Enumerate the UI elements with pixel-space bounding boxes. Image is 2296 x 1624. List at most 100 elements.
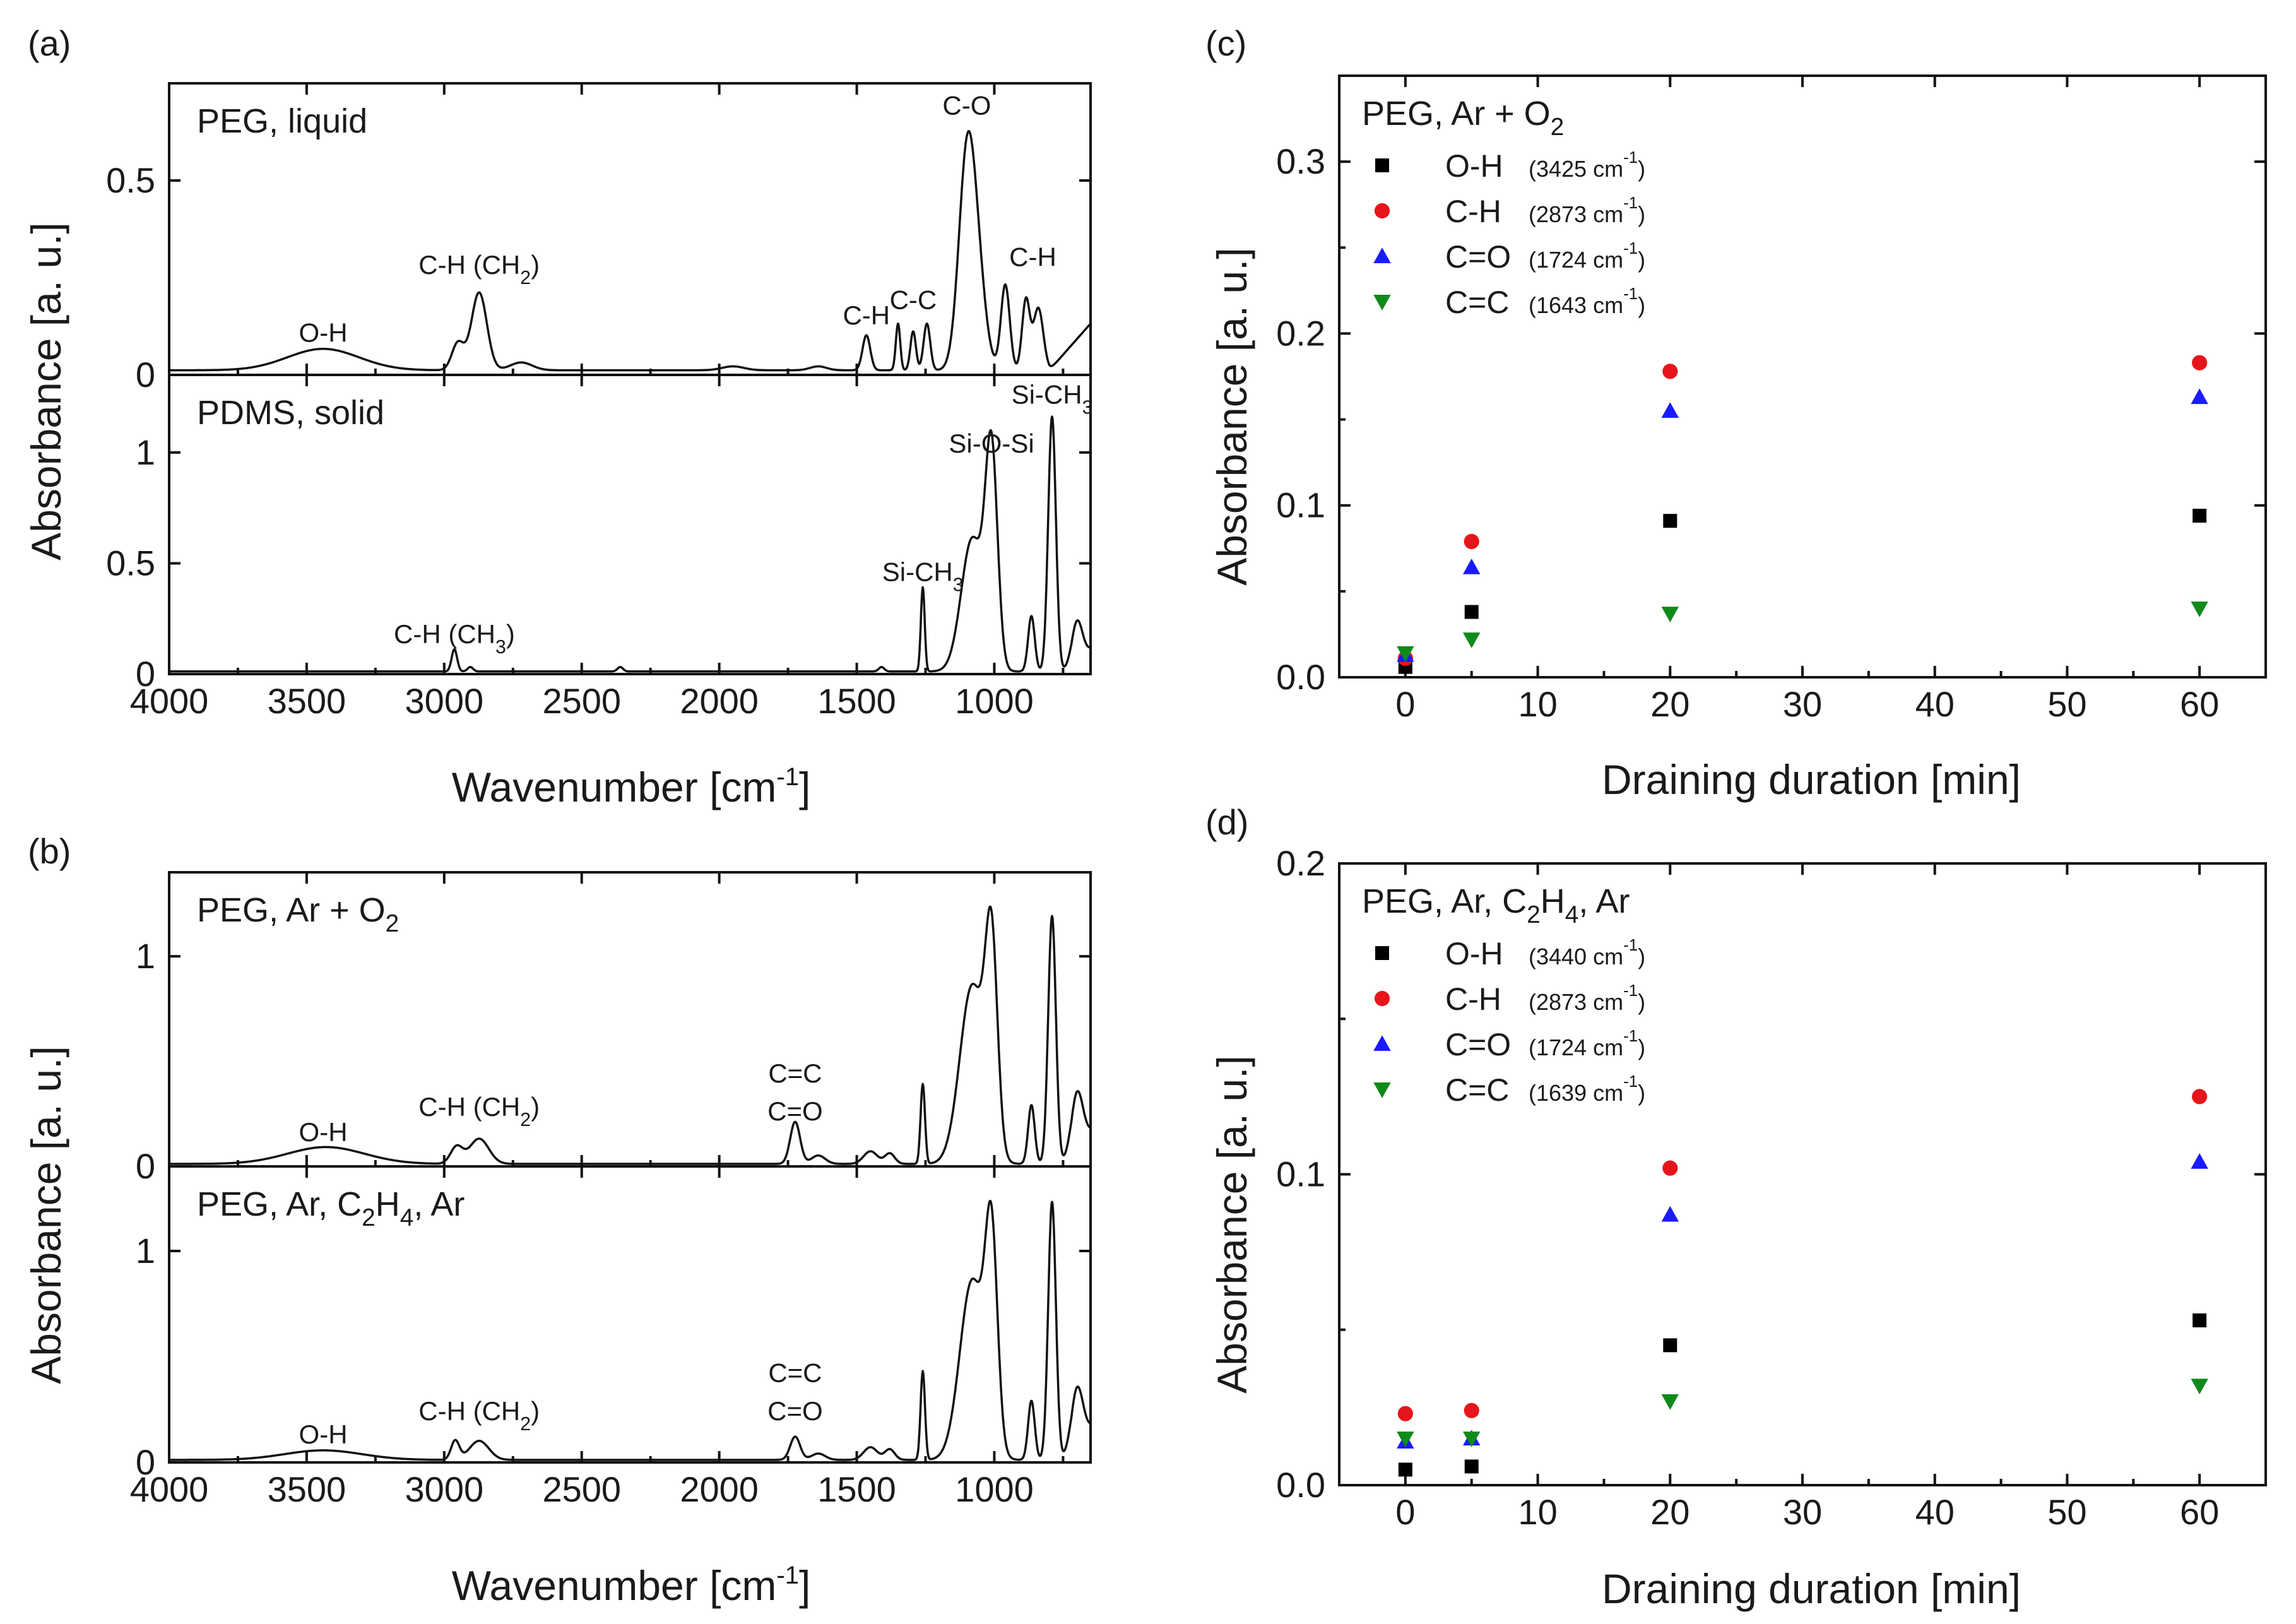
x-tick-label: 4000 <box>130 1469 209 1509</box>
marker-triangle-up <box>1373 1035 1391 1051</box>
marker-triangle-down <box>2191 1378 2208 1395</box>
marker-circle <box>2192 1089 2208 1105</box>
ylabel-a: Absorbance [a. u.] <box>23 222 69 560</box>
y-tick-label: 0.2 <box>1276 843 1325 883</box>
panel-label-d: (d) <box>1205 802 1248 842</box>
x-tick-label: 0 <box>1395 684 1415 724</box>
x-tick-label: 2000 <box>680 1469 759 1509</box>
marker-square <box>1464 1459 1479 1474</box>
peak-annotation: Si-O-Si <box>949 429 1034 458</box>
marker-circle <box>1662 364 1678 379</box>
chart-c: 0 10 20 30 40 50 60 0.0 0.1 0.2 0.3 PEG, Ar + O2 O-H… <box>1276 74 2267 724</box>
x-tick-label: 3500 <box>268 1469 346 1509</box>
legend-wavenumber: (2873 cm-1) <box>1529 982 1645 1015</box>
legend-label: C-H <box>1445 981 1501 1017</box>
marker-square <box>1663 514 1678 528</box>
marker-circle <box>2192 355 2208 370</box>
panel-title: PEG, Ar + O2 <box>1362 95 1564 141</box>
x-tick-label: 10 <box>1518 684 1557 724</box>
x-tick-label: 60 <box>2180 1492 2219 1532</box>
x-tick-label: 2500 <box>542 1469 621 1509</box>
marker-circle <box>1374 990 1390 1007</box>
marker-square <box>2192 509 2207 523</box>
peak-annotation: C-H <box>1009 242 1056 272</box>
peak-annotation: Si-CH3 <box>882 557 964 596</box>
marker-triangle-up <box>1462 558 1481 574</box>
x-tick-label: 10 <box>1518 1492 1557 1532</box>
x-tick-label: 1500 <box>817 681 896 721</box>
peak-annotation: O-H <box>299 1117 348 1147</box>
marker-triangle-down <box>1462 1431 1481 1447</box>
spectrum-line <box>169 1200 1091 1461</box>
marker-square <box>1663 1338 1678 1353</box>
legend-label: C=C <box>1445 285 1509 320</box>
marker-triangle-up <box>2191 388 2208 405</box>
marker-square <box>1398 1462 1412 1477</box>
y-tick-label: 0.1 <box>1276 1154 1325 1194</box>
spectrum-line <box>169 905 1091 1165</box>
marker-triangle-down <box>1373 1082 1391 1098</box>
x-tick-label: 3500 <box>268 681 346 721</box>
panel-title: PDMS, solid <box>197 394 384 432</box>
marker-triangle-up <box>1661 1206 1679 1222</box>
x-tick-label: 40 <box>1915 684 1955 724</box>
x-tick-label: 40 <box>1915 1492 1955 1532</box>
x-tick-label: 2500 <box>542 681 621 721</box>
marker-triangle-down <box>1661 1394 1679 1410</box>
y-tick-label: 0 <box>136 654 155 694</box>
panel-title: PEG, liquid <box>197 102 367 140</box>
ylabel-d: Absorbance [a. u.] <box>1209 1055 1255 1394</box>
legend-label: C=C <box>1445 1072 1509 1108</box>
ylabel-c: Absorbance [a. u.] <box>1209 247 1255 586</box>
marker-circle <box>1662 1160 1678 1176</box>
peak-annotation: C-C <box>890 285 937 314</box>
x-tick-label: 30 <box>1783 1492 1822 1532</box>
chart-b-bottom: 4000 3500 3000 2500 2000 1500 1000 0 1 PEG, Ar, C… <box>130 1165 1092 1509</box>
marker-square <box>1375 158 1389 172</box>
chart-d: 0 10 20 30 40 50 60 0.0 0.1 0.2 PEG, Ar, C2H4, Ar O… <box>1276 843 2267 1532</box>
x-tick-label: 1000 <box>955 681 1034 721</box>
peak-annotation: C-H (CH3) <box>394 619 515 658</box>
marker-circle <box>1464 533 1479 549</box>
peak-annotation: C-H (CH2) <box>418 1092 540 1130</box>
y-tick-label: 0.3 <box>1276 141 1325 181</box>
y-tick-label: 0 <box>136 355 155 394</box>
peak-annotation: C=O <box>767 1096 823 1126</box>
peak-annotation: Si-CH3 <box>1012 380 1093 418</box>
legend-label: C=O <box>1445 1027 1511 1062</box>
legend-wavenumber: (1724 cm-1) <box>1529 240 1645 273</box>
legend-wavenumber: (3425 cm-1) <box>1529 149 1645 182</box>
x-tick-label: 1000 <box>955 1469 1034 1509</box>
xlabel-a: Wavenumber [cm-1] <box>452 763 811 810</box>
marker-circle <box>1374 203 1390 219</box>
y-tick-label: 1 <box>136 1231 155 1271</box>
ylabel-b: Absorbance [a. u.] <box>23 1046 69 1384</box>
peak-annotation: O-H <box>299 318 348 348</box>
legend-label: O-H <box>1445 148 1503 184</box>
y-tick-label: 0.5 <box>106 160 155 200</box>
marker-triangle-up <box>1373 247 1391 263</box>
marker-triangle-down <box>1661 607 1679 623</box>
chart-b-top: 0 1 PEG, Ar + O2 O-H C-H (CH2) C=C C=O <box>136 871 1092 1186</box>
xlabel-c: Draining duration [min] <box>1602 756 2021 803</box>
legend-wavenumber: (1724 cm-1) <box>1529 1028 1645 1060</box>
peak-annotation: O-H <box>299 1420 348 1449</box>
spectrum-line <box>169 129 1092 372</box>
x-tick-label: 50 <box>2047 1492 2086 1532</box>
panel-title: PEG, Ar + O2 <box>197 891 399 937</box>
marker-triangle-down <box>2191 602 2208 617</box>
marker-triangle-down <box>1373 295 1391 311</box>
x-tick-label: 50 <box>2047 684 2086 724</box>
panel-title: PEG, Ar, C2H4, Ar <box>197 1185 465 1231</box>
marker-triangle-down <box>1462 632 1481 648</box>
y-tick-label: 0.2 <box>1276 313 1325 353</box>
peak-annotation: C=C <box>768 1358 822 1388</box>
y-tick-label: 0.1 <box>1276 485 1325 525</box>
marker-square <box>1375 946 1389 960</box>
plot-frame <box>168 1165 1092 1464</box>
y-tick-label: 1 <box>136 432 155 472</box>
y-tick-label: 0 <box>136 1146 155 1186</box>
y-tick-label: 1 <box>136 936 155 976</box>
